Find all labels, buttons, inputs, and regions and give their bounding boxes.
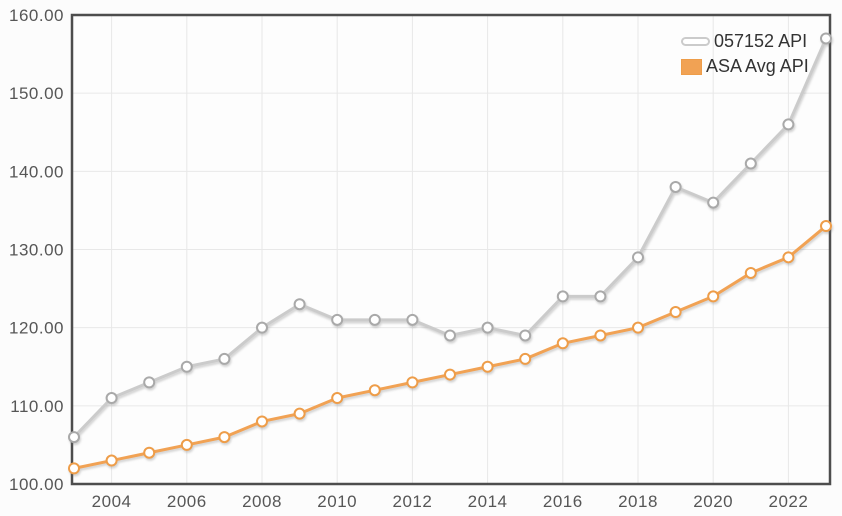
y-axis-tick-label: 150.00 xyxy=(9,84,64,103)
data-point-057152-api-2020[interactable] xyxy=(707,196,720,209)
x-axis-tick-label: 2004 xyxy=(92,492,132,511)
data-point-057152-api-2022[interactable] xyxy=(782,118,795,131)
data-point-057152-api-2014[interactable] xyxy=(481,321,494,334)
data-point-asa-avg-api-2012[interactable] xyxy=(406,376,419,389)
x-axis-tick-label: 2008 xyxy=(242,492,282,511)
data-point-057152-api-2021[interactable] xyxy=(744,157,757,170)
data-point-057152-api-2004[interactable] xyxy=(105,392,118,405)
data-point-057152-api-2008[interactable] xyxy=(256,321,268,334)
x-axis-tick-label: 2012 xyxy=(392,492,432,511)
data-point-asa-avg-api-2015[interactable] xyxy=(519,352,532,365)
y-axis-tick-label: 140.00 xyxy=(9,162,64,181)
data-point-asa-avg-api-2014[interactable] xyxy=(481,360,494,373)
data-point-asa-avg-api-2019[interactable] xyxy=(669,306,682,319)
x-axis-tick-label: 2020 xyxy=(693,492,733,511)
data-point-057152-api-2011[interactable] xyxy=(368,313,381,326)
area-series-marker-icon xyxy=(681,58,702,75)
data-point-057152-api-2009[interactable] xyxy=(293,298,306,311)
plot-border xyxy=(70,13,832,486)
data-point-057152-api-2023[interactable] xyxy=(820,32,832,45)
series-asa-avg-api xyxy=(68,220,832,475)
data-point-057152-api-2015[interactable] xyxy=(519,329,532,342)
x-axis-tick-label: 2016 xyxy=(543,492,583,511)
data-point-asa-avg-api-2022[interactable] xyxy=(782,251,795,264)
legend-label-057152-api: 057152 API xyxy=(714,31,808,51)
y-axis-tick-label: 160.00 xyxy=(9,6,64,25)
data-point-057152-api-2003[interactable] xyxy=(68,431,80,444)
data-point-asa-avg-api-2008[interactable] xyxy=(256,415,268,428)
data-point-057152-api-2012[interactable] xyxy=(406,313,419,326)
y-axis-tick-label: 110.00 xyxy=(10,397,64,416)
y-axis-tick-label: 130.00 xyxy=(9,241,64,260)
series-057152-api xyxy=(68,32,832,444)
data-point-asa-avg-api-2020[interactable] xyxy=(707,290,720,303)
data-point-asa-avg-api-2004[interactable] xyxy=(105,454,118,467)
x-axis-tick-label: 2006 xyxy=(167,492,207,511)
data-point-asa-avg-api-2023[interactable] xyxy=(820,220,832,233)
data-point-057152-api-2006[interactable] xyxy=(180,360,193,373)
x-axis-tick-label: 2010 xyxy=(317,492,357,511)
data-point-asa-avg-api-2009[interactable] xyxy=(293,407,306,420)
data-point-057152-api-2016[interactable] xyxy=(556,290,569,303)
legend-item-057152-api[interactable]: 057152 API xyxy=(681,31,809,52)
x-axis-tick-label: 2018 xyxy=(618,492,658,511)
line-series-marker-icon xyxy=(681,37,710,46)
x-axis-tick-label: 2022 xyxy=(768,492,808,511)
legend-item-asa-avg-api[interactable]: ASA Avg API xyxy=(681,56,809,77)
data-point-057152-api-2005[interactable] xyxy=(143,376,156,389)
data-point-057152-api-2019[interactable] xyxy=(669,180,682,193)
data-point-asa-avg-api-2018[interactable] xyxy=(632,321,644,334)
data-point-asa-avg-api-2010[interactable] xyxy=(331,392,344,405)
data-point-057152-api-2007[interactable] xyxy=(218,352,231,365)
chart-legend: 057152 API ASA Avg API xyxy=(681,31,809,77)
data-point-asa-avg-api-2003[interactable] xyxy=(68,462,80,475)
x-axis-tick-label: 2014 xyxy=(468,492,508,511)
data-point-asa-avg-api-2011[interactable] xyxy=(368,384,381,397)
y-axis-tick-label: 120.00 xyxy=(9,319,64,338)
data-point-057152-api-2018[interactable] xyxy=(632,251,644,264)
data-point-asa-avg-api-2006[interactable] xyxy=(180,438,193,451)
data-point-asa-avg-api-2021[interactable] xyxy=(744,266,757,279)
data-point-asa-avg-api-2017[interactable] xyxy=(594,329,607,342)
data-point-057152-api-2013[interactable] xyxy=(444,329,456,342)
data-point-057152-api-2017[interactable] xyxy=(594,290,607,303)
data-point-asa-avg-api-2005[interactable] xyxy=(143,446,156,459)
data-point-asa-avg-api-2016[interactable] xyxy=(556,337,569,350)
data-point-asa-avg-api-2013[interactable] xyxy=(444,368,456,381)
y-axis-tick-label: 100.00 xyxy=(9,475,64,494)
data-point-asa-avg-api-2007[interactable] xyxy=(218,431,231,444)
legend-label-asa-avg-api: ASA Avg API xyxy=(706,56,809,76)
data-point-057152-api-2010[interactable] xyxy=(331,313,344,326)
